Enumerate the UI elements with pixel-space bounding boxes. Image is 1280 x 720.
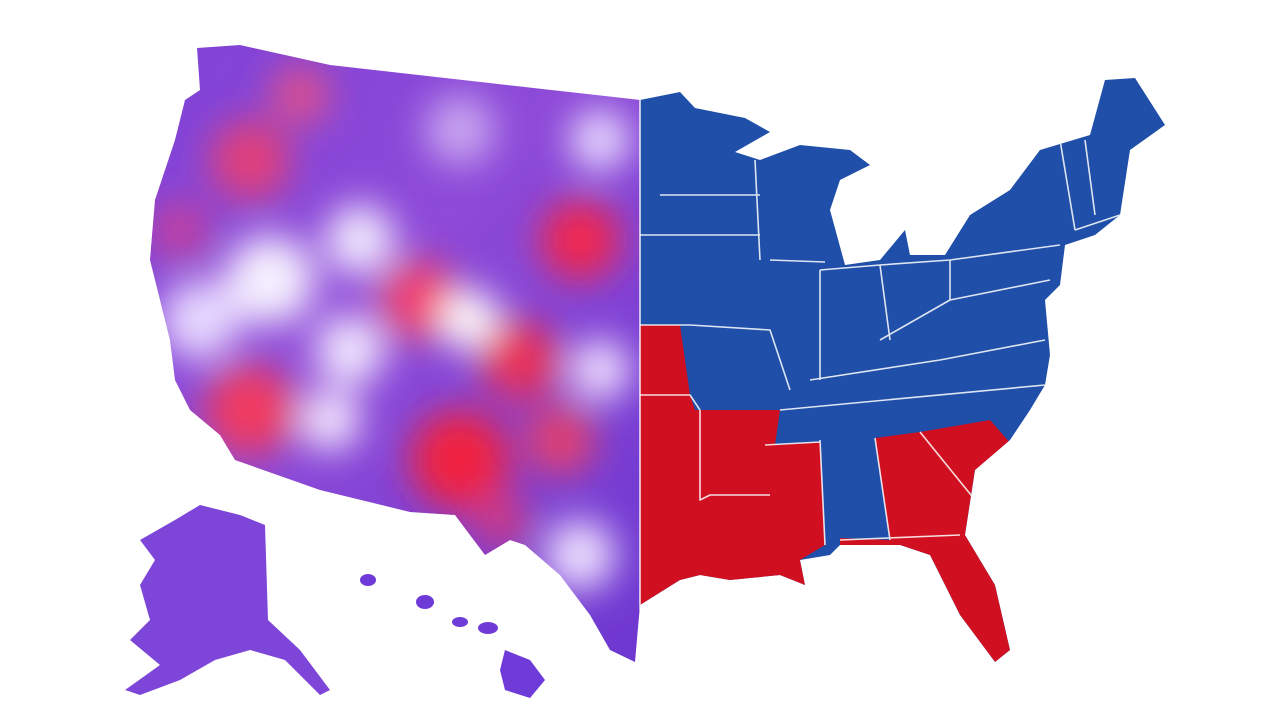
hawaii bbox=[360, 574, 545, 698]
blurred-region bbox=[150, 45, 640, 662]
alaska bbox=[125, 505, 330, 695]
red-region bbox=[840, 420, 1012, 662]
state-borders bbox=[639, 100, 1121, 610]
